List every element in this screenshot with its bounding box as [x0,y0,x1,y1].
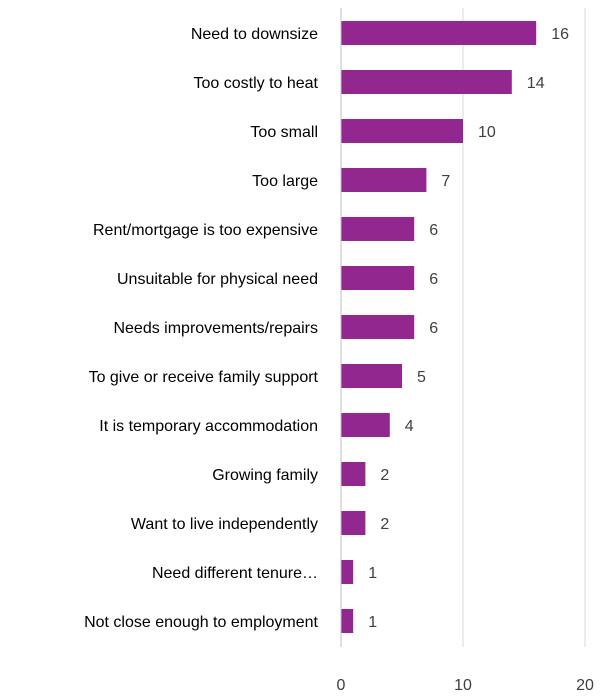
bars [341,21,537,633]
category-label: To give or receive family support [89,369,319,386]
bar [341,119,463,143]
bar [341,315,415,339]
category-label: Too large [252,173,318,190]
category-label: Need different tenure… [152,565,318,582]
category-label: Not close enough to employment [84,614,318,631]
category-label: Too small [250,124,318,141]
category-labels: Need to downsize Too costly to heat Too sm… [84,26,318,631]
bar [341,609,354,633]
category-label: Unsuitable for physical need [117,271,318,288]
x-tick-label: 0 [337,677,346,693]
data-label: 1 [368,565,377,582]
x-tick-label: 20 [576,677,594,693]
data-label: 6 [429,271,438,288]
data-label: 2 [380,516,389,533]
category-label: Rent/mortgage is too expensive [93,222,318,239]
data-labels: 16 14 10 7 6 6 6 5 4 2 2 1 1 [368,26,569,631]
bar [341,168,427,192]
category-label: Needs improvements/repairs [113,320,318,337]
x-axis-ticks: 0 10 20 [337,677,594,694]
gridlines [462,8,586,647]
bar [341,266,415,290]
bar [341,560,354,584]
bar [341,217,415,241]
data-label: 4 [405,418,414,435]
category-label: Too costly to heat [193,75,318,92]
data-label: 1 [368,614,377,631]
data-label: 2 [380,467,389,484]
bar [341,70,512,94]
bar [341,413,390,437]
category-label: Want to live independently [131,516,318,533]
data-label: 10 [478,124,496,141]
data-label: 6 [429,222,438,239]
category-label: Need to downsize [191,26,318,43]
bar [341,364,402,388]
category-label: Growing family [212,467,318,484]
data-label: 7 [441,173,450,190]
data-label: 5 [417,369,426,386]
data-label: 16 [551,26,569,43]
category-label: It is temporary accommodation [99,418,318,435]
bar [341,511,366,535]
bar [341,462,366,486]
x-tick-label: 10 [454,677,472,693]
bar [341,21,537,45]
data-label: 14 [527,75,545,92]
data-label: 6 [429,320,438,337]
